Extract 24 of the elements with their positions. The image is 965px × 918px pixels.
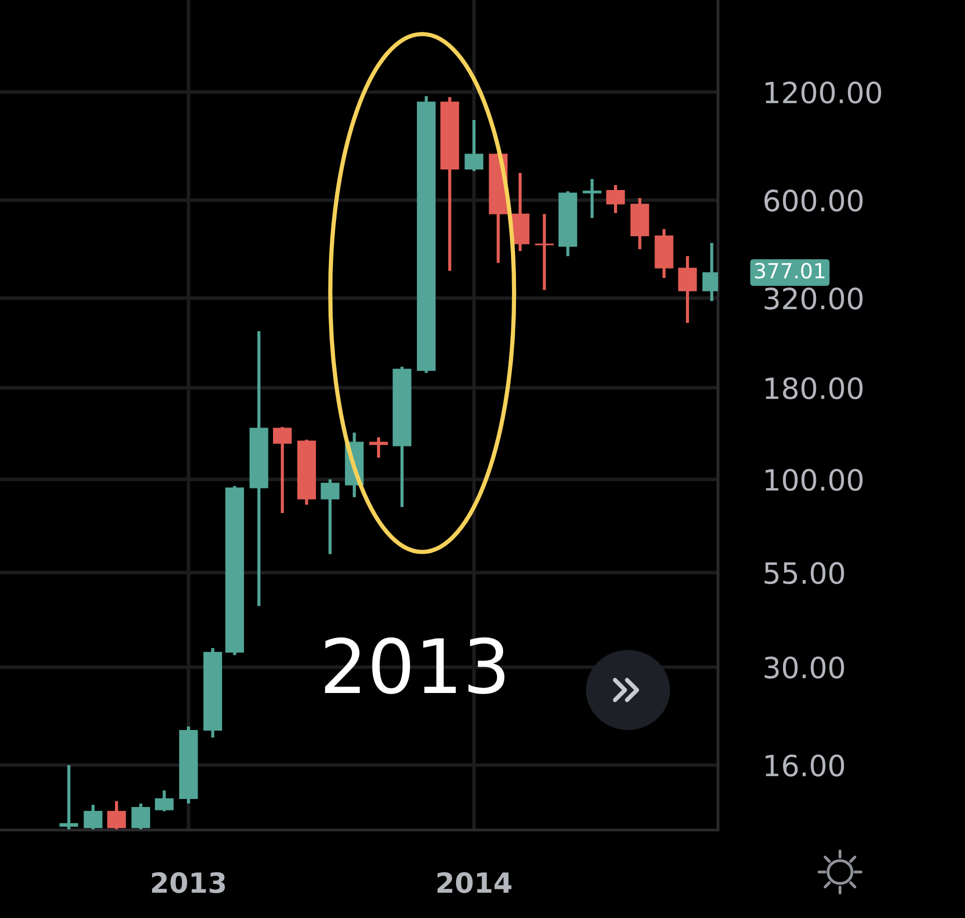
candlestick	[678, 256, 697, 323]
y-tick-label: 180.00	[766, 377, 863, 400]
y-tick-label: 16.00	[766, 754, 844, 777]
candlestick	[464, 120, 484, 172]
candlestick	[59, 765, 78, 830]
candlestick	[107, 801, 126, 830]
y-tick-label: 320.00	[764, 288, 863, 310]
candlestick	[154, 790, 174, 812]
candlestick	[606, 185, 625, 214]
candlestick	[131, 804, 150, 830]
y-tick-label: 600.00	[764, 190, 863, 212]
annotation: 377.01	[755, 262, 824, 279]
candlestick	[369, 437, 388, 458]
y-tick-label: 30.00	[764, 656, 844, 679]
candlestick	[273, 426, 292, 514]
candlestick	[320, 479, 340, 554]
y-tick-label: 1200.00	[766, 81, 882, 104]
candlestick	[582, 179, 602, 218]
x-tick-label: 2014	[438, 872, 512, 894]
y-tick-label: 55.00	[764, 562, 844, 584]
annotation: 2013	[325, 637, 504, 694]
candlestick	[535, 214, 554, 290]
y-tick-label: 100.00	[766, 468, 863, 491]
candlestick	[84, 804, 102, 830]
